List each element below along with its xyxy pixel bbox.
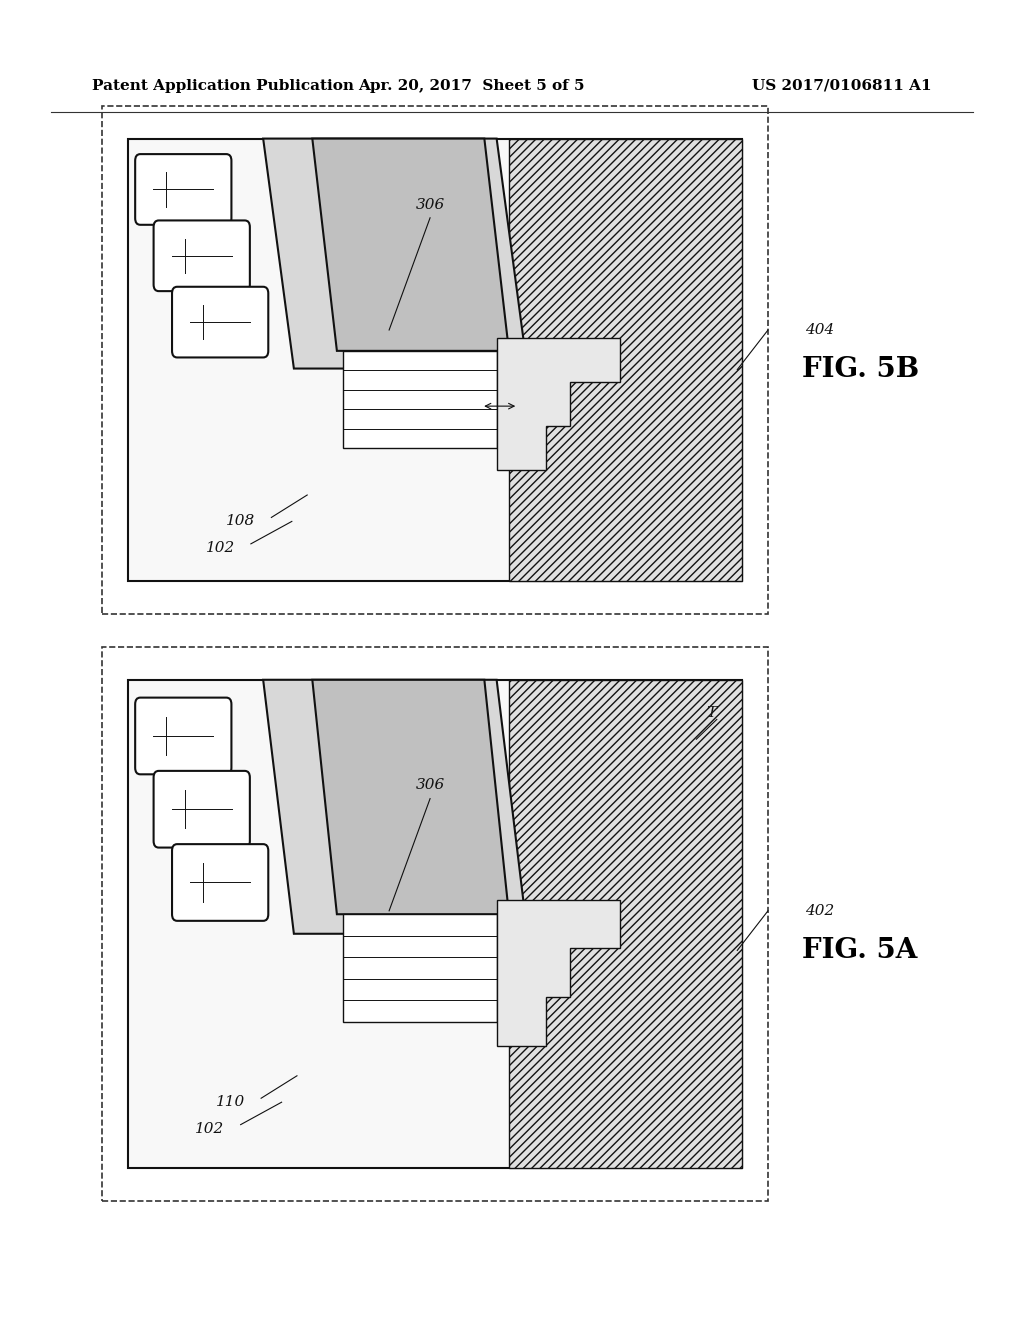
FancyBboxPatch shape	[154, 771, 250, 847]
Text: 404: 404	[805, 323, 834, 337]
Polygon shape	[312, 680, 509, 915]
FancyBboxPatch shape	[102, 106, 768, 614]
Text: 110: 110	[216, 1096, 245, 1109]
Text: 102: 102	[206, 541, 234, 554]
Polygon shape	[509, 680, 742, 1168]
FancyBboxPatch shape	[172, 845, 268, 921]
FancyBboxPatch shape	[172, 286, 268, 358]
FancyBboxPatch shape	[128, 680, 742, 1168]
Polygon shape	[312, 139, 509, 351]
Polygon shape	[497, 338, 620, 470]
FancyBboxPatch shape	[102, 647, 768, 1201]
Text: FIG. 5B: FIG. 5B	[802, 356, 919, 383]
Text: 306: 306	[416, 198, 444, 211]
Polygon shape	[263, 680, 527, 933]
Text: Patent Application Publication: Patent Application Publication	[92, 79, 354, 92]
Polygon shape	[343, 351, 497, 447]
Text: 402: 402	[805, 904, 834, 917]
Text: 306: 306	[416, 779, 444, 792]
Text: Apr. 20, 2017  Sheet 5 of 5: Apr. 20, 2017 Sheet 5 of 5	[357, 79, 585, 92]
Polygon shape	[343, 915, 497, 1022]
FancyBboxPatch shape	[128, 139, 742, 581]
Polygon shape	[263, 139, 527, 368]
Text: US 2017/0106811 A1: US 2017/0106811 A1	[753, 79, 932, 92]
Polygon shape	[509, 139, 742, 581]
Text: 108: 108	[226, 515, 255, 528]
FancyBboxPatch shape	[135, 154, 231, 224]
Text: T: T	[707, 706, 717, 719]
FancyBboxPatch shape	[135, 697, 231, 775]
Text: FIG. 5A: FIG. 5A	[803, 937, 918, 964]
Polygon shape	[497, 900, 620, 1045]
Text: 102: 102	[196, 1122, 224, 1135]
FancyBboxPatch shape	[154, 220, 250, 292]
